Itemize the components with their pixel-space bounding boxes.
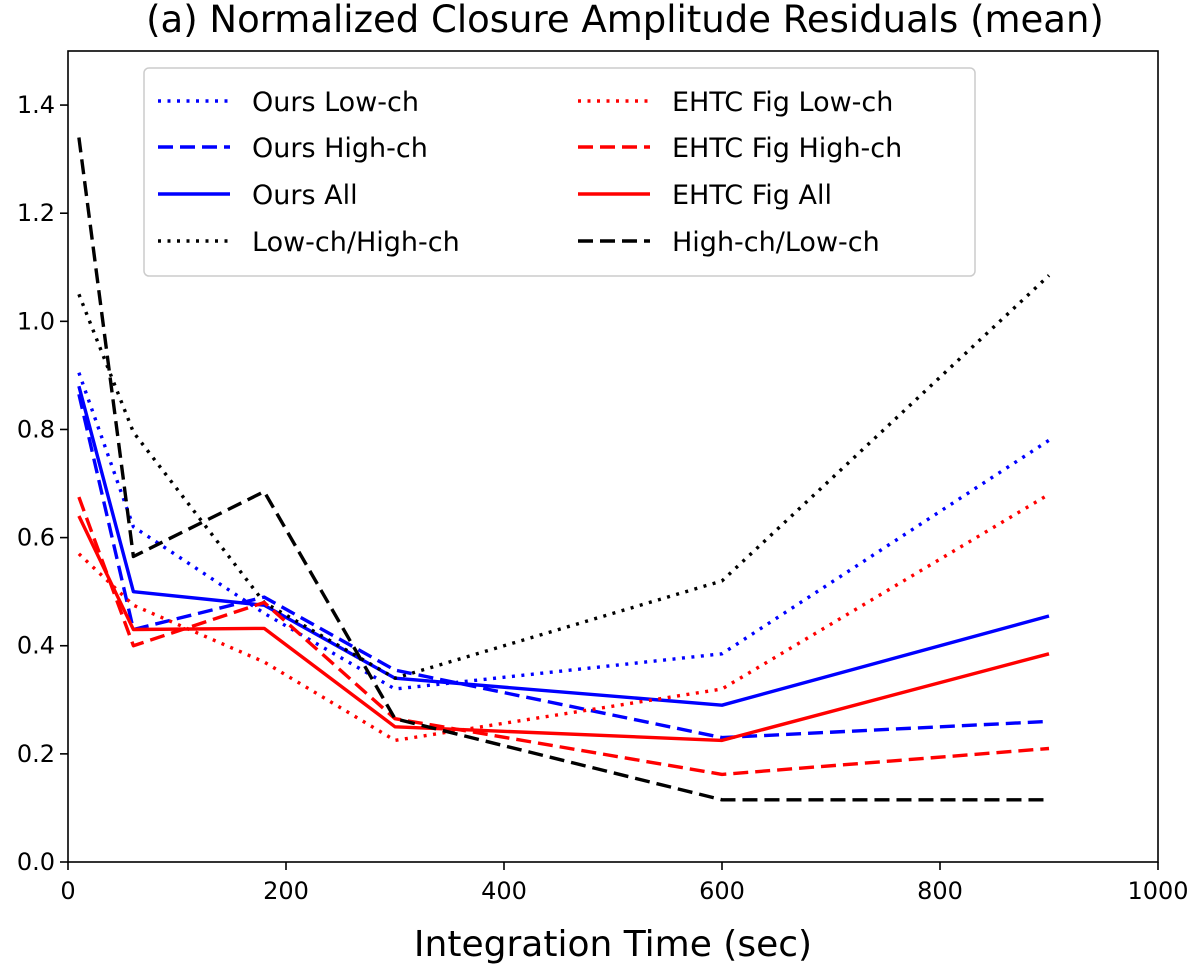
series-lines bbox=[77, 137, 1051, 802]
y-tick-label: 0.4 bbox=[17, 632, 55, 660]
axis-ticks: 0 200 400 600 800 1000 0.0 0.2 0.4 0.6 0.8 1.0 1.2 1.… bbox=[17, 91, 1189, 905]
y-tick-label: 0.8 bbox=[17, 415, 55, 443]
series-line-ours-low-ch bbox=[77, 372, 1050, 691]
legend-label-ours-all: Ours All bbox=[252, 180, 358, 211]
y-tick-label: 0.0 bbox=[17, 848, 55, 876]
series-line-ours-all bbox=[77, 385, 1050, 707]
y-tick-label: 1.4 bbox=[17, 91, 55, 119]
y-tick-label: 1.2 bbox=[17, 199, 55, 227]
x-tick-label: 600 bbox=[699, 877, 745, 905]
series-line-ehtc-fig-all bbox=[77, 515, 1050, 743]
x-tick-label: 1000 bbox=[1127, 877, 1188, 905]
legend-label-ehtc-fig-high-ch: EHTC Fig High-ch bbox=[672, 133, 902, 164]
legend-box bbox=[143, 67, 976, 277]
y-tick-label: 0.6 bbox=[17, 524, 55, 552]
legend-label-ehtc-fig-all: EHTC Fig All bbox=[672, 180, 832, 211]
x-tick-label: 800 bbox=[917, 877, 963, 905]
series-line-low-ch-high-ch bbox=[77, 274, 1051, 680]
legend-label-ours-high-ch: Ours High-ch bbox=[252, 133, 428, 164]
legend-label-high-ch-low-ch: High-ch/Low-ch bbox=[672, 227, 880, 258]
plot-frame bbox=[67, 50, 1159, 863]
legend-label-ours-low-ch: Ours Low-ch bbox=[252, 87, 419, 118]
series-line-ehtc-fig-high-ch bbox=[77, 496, 1050, 777]
series-line-ours-high-ch bbox=[77, 393, 1050, 740]
x-tick-label: 400 bbox=[481, 877, 527, 905]
legend-label-low-ch-high-ch: Low-ch/High-ch bbox=[252, 227, 460, 258]
x-tick-label: 0 bbox=[60, 877, 75, 905]
y-tick-label: 0.2 bbox=[17, 740, 55, 768]
legend-label-ehtc-fig-low-ch: EHTC Fig Low-ch bbox=[672, 87, 893, 118]
chart-title: (a) Normalized Closure Amplitude Residua… bbox=[146, 0, 1104, 41]
legend: Ours Low-ch Ours High-ch Ours All Low-ch/Hi… bbox=[143, 67, 976, 277]
x-tick-label: 200 bbox=[263, 877, 309, 905]
x-axis-title: Integration Time (sec) bbox=[414, 924, 812, 965]
y-tick-label: 1.0 bbox=[17, 307, 55, 335]
series-line-high-ch-low-ch bbox=[77, 137, 1049, 802]
